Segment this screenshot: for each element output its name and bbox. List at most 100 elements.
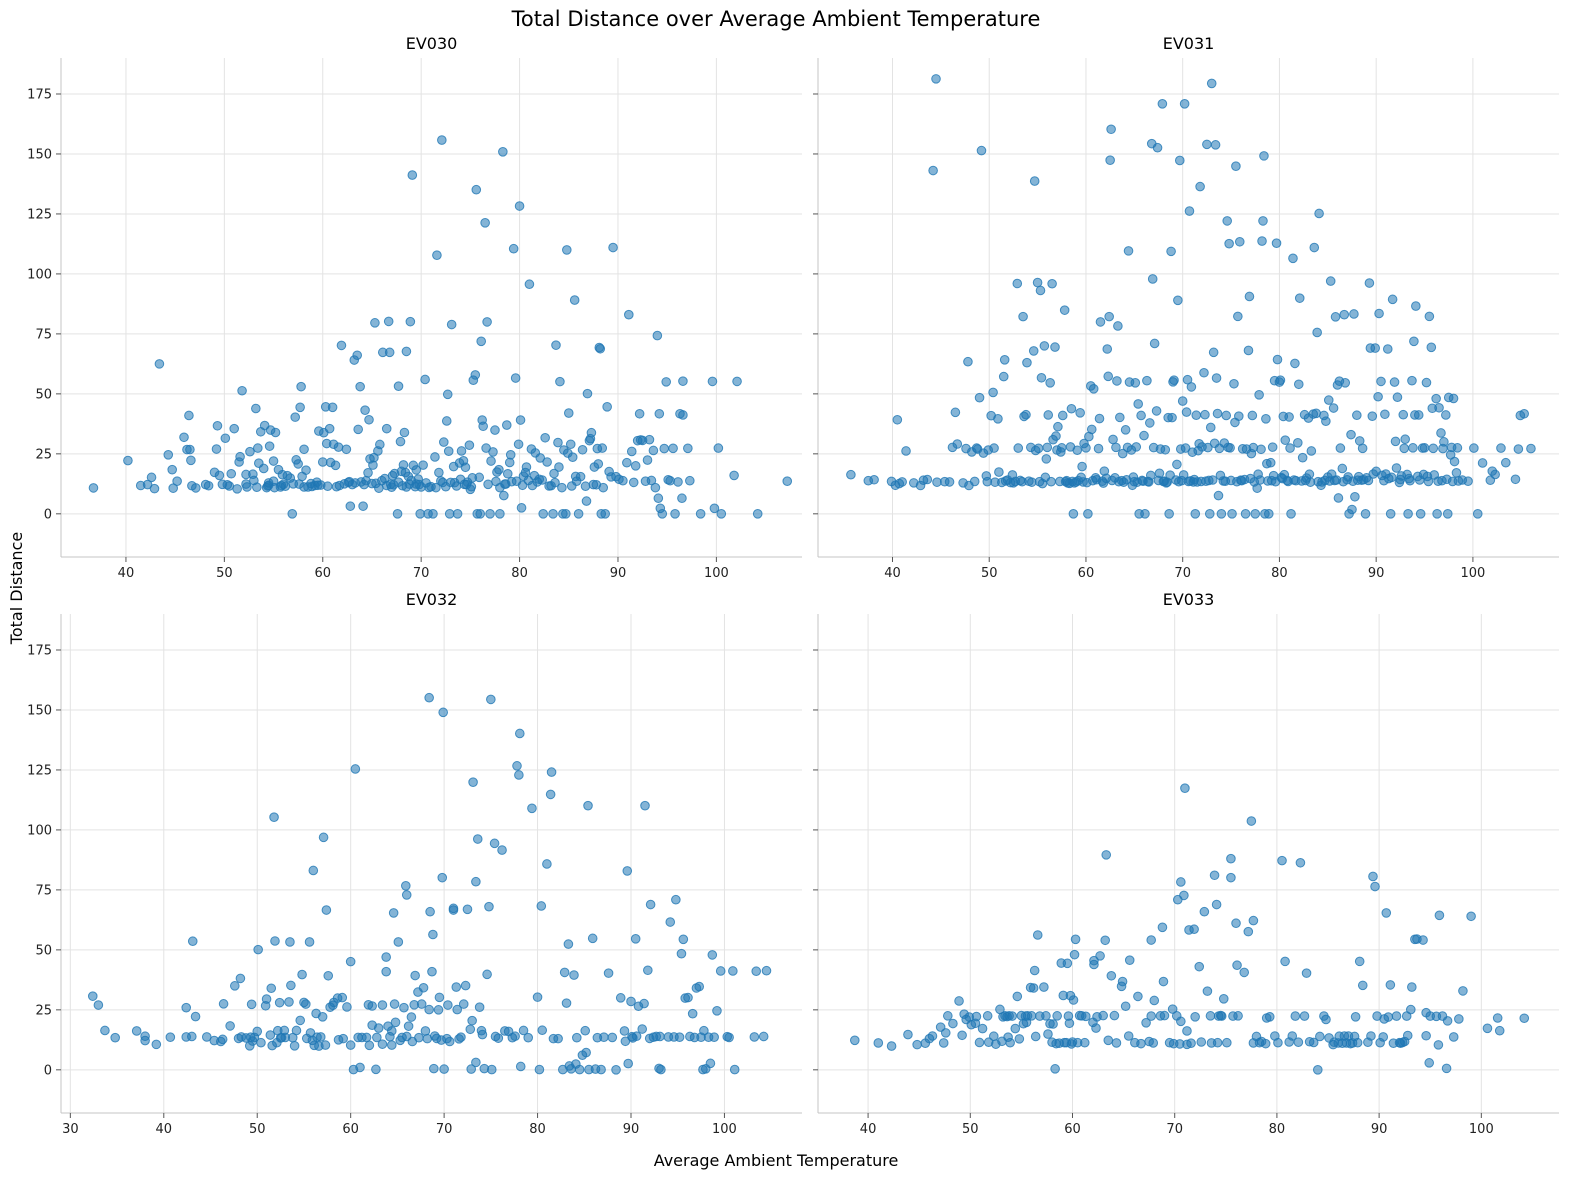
scatter-point	[1392, 392, 1403, 403]
scatter-point	[1146, 935, 1156, 945]
scatter-point	[1350, 1011, 1361, 1022]
scatter-point	[1117, 448, 1128, 459]
y-tick-label: 50	[35, 387, 52, 402]
scatter-point	[559, 967, 570, 978]
scatter-point	[1075, 408, 1085, 418]
scatter-point	[466, 1064, 477, 1074]
scatter-point	[553, 437, 563, 448]
scatter-point	[1243, 926, 1254, 937]
scatter-point	[1391, 463, 1402, 473]
scatter-point	[712, 1006, 722, 1016]
x-tick-label: 50	[962, 1122, 979, 1137]
scatter-point	[289, 1041, 300, 1051]
scatter-point	[683, 443, 693, 454]
scatter-point	[486, 694, 496, 705]
scatter-point	[565, 439, 576, 450]
scatter-point	[637, 1024, 648, 1034]
scatter-point	[598, 482, 609, 493]
scatter-point	[1104, 311, 1114, 322]
scatter-point	[290, 412, 301, 422]
scatter-point	[969, 476, 980, 487]
scatter-point	[1299, 1011, 1310, 1021]
scatter-point	[1066, 403, 1077, 414]
scatter-point	[1526, 443, 1536, 454]
scatter-point	[1036, 372, 1047, 383]
scatter-point	[1013, 443, 1024, 453]
scatter-point	[471, 876, 481, 887]
scatter-point	[1441, 410, 1451, 420]
scatter-point	[484, 901, 494, 912]
scatter-point	[650, 482, 661, 493]
scatter-point	[485, 509, 495, 519]
scatter-point	[1247, 410, 1258, 421]
scatter-point	[299, 444, 309, 455]
scatter-point	[235, 973, 246, 984]
scatter-point	[1186, 382, 1197, 392]
scatter-point	[1423, 476, 1434, 487]
scatter-point	[524, 279, 535, 290]
scatter-point	[451, 982, 462, 992]
scatter-point	[358, 501, 368, 511]
scatter-point	[443, 446, 454, 457]
scatter-point	[1229, 378, 1239, 389]
scatter-point	[1010, 1023, 1021, 1034]
scatter-point	[648, 445, 659, 456]
scatter-point	[1145, 418, 1155, 428]
scatter-point	[364, 414, 374, 425]
scatter-point	[1418, 935, 1428, 945]
scatter-point	[429, 1063, 439, 1074]
x-tick-label: 50	[981, 566, 998, 581]
scatter-point	[1389, 377, 1400, 387]
scatter-point	[1333, 493, 1344, 503]
scatter-point	[963, 356, 973, 367]
scatter-point	[1335, 443, 1346, 453]
scatter-point	[1224, 238, 1234, 249]
scatter-point	[424, 692, 434, 703]
scatter-point	[1182, 1026, 1192, 1036]
scatter-point	[151, 1039, 162, 1050]
scatter-point	[1347, 504, 1357, 515]
scatter-point	[270, 936, 280, 946]
scatter-point	[922, 474, 933, 485]
scatter-point	[452, 1004, 462, 1015]
scatter-point	[1472, 509, 1483, 519]
scatter-point	[1477, 458, 1488, 468]
scatter-point	[425, 906, 435, 917]
scatter-point	[1352, 410, 1362, 421]
scatter-point	[345, 956, 356, 967]
scatter-point	[388, 908, 399, 918]
scatter-point	[1190, 1011, 1200, 1022]
scatter-point	[1151, 406, 1162, 416]
panel-ev030: 40 50 60 70 80 90 100 0 25 50 75 100 125 150 175 EV030	[27, 34, 802, 581]
scatter-point	[261, 994, 272, 1004]
x-tick-label: 90	[623, 1122, 640, 1137]
scatter-point	[377, 1039, 388, 1049]
scatter-point	[1157, 922, 1168, 933]
scatter-point	[224, 481, 235, 491]
scatter-point	[1406, 1004, 1416, 1015]
scatter-point	[280, 481, 291, 492]
scatter-point	[618, 475, 628, 486]
scatter-point	[1130, 378, 1141, 388]
scatter-point	[441, 416, 452, 426]
scatter-point	[998, 371, 1009, 382]
scatter-point	[628, 477, 639, 488]
scatter-point	[456, 446, 467, 456]
scatter-point	[1088, 384, 1099, 394]
scatter-point	[724, 1032, 734, 1043]
scatter-point	[167, 464, 177, 475]
scatter-point	[430, 452, 440, 462]
scatter-point	[1323, 395, 1334, 405]
y-tick-label: 75	[35, 327, 52, 342]
scatter-point	[1216, 1011, 1227, 1021]
scatter-point	[952, 439, 963, 449]
scatter-point	[146, 472, 157, 483]
scatter-point	[1234, 411, 1244, 421]
scatter-point	[1152, 142, 1163, 153]
y-tick-label: 0	[44, 1063, 52, 1078]
scatter-point	[1494, 1025, 1505, 1036]
scatter-point	[1328, 403, 1339, 413]
scatter-point	[142, 479, 153, 490]
scatter-point	[954, 996, 964, 1006]
scatter-point	[586, 427, 597, 438]
